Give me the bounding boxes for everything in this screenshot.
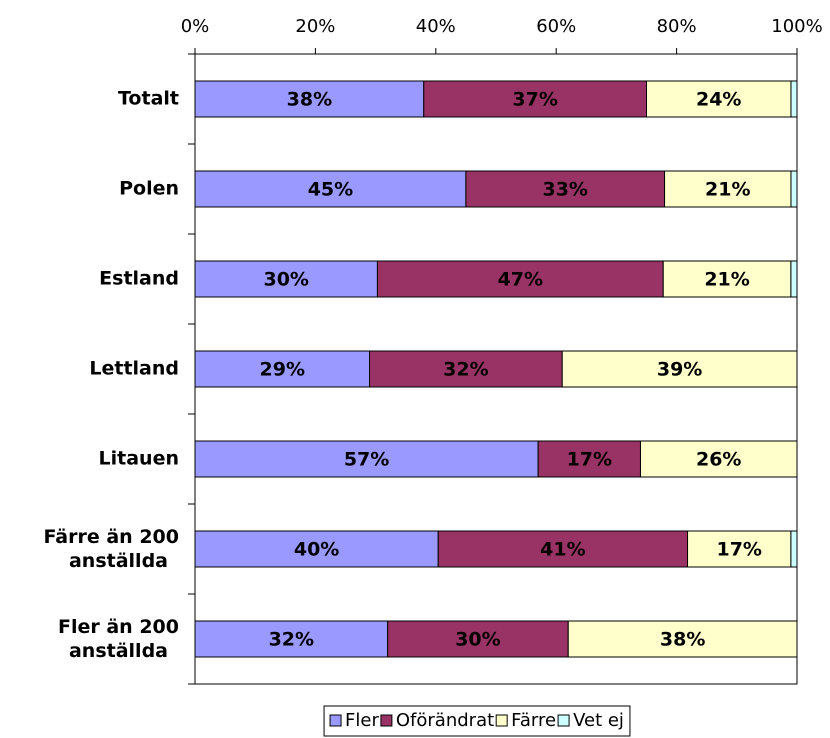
value-label: 29% [260, 359, 305, 381]
category-label: Litauen [99, 448, 179, 470]
bar-segment [662, 260, 792, 298]
bar-segment [790, 170, 798, 208]
legend-label: Oförändrat [396, 710, 494, 731]
category-label: Lettland [89, 358, 179, 380]
bar-segment [194, 350, 371, 388]
bar-segment [561, 350, 798, 388]
value-label: 24% [696, 89, 741, 111]
value-label: 47% [498, 269, 543, 291]
value-label: 57% [344, 449, 389, 471]
bar-segment [194, 80, 425, 118]
bar-segment [790, 530, 798, 568]
category-label: Polen [119, 178, 179, 200]
value-label: 17% [716, 539, 761, 561]
category-label: Estland [99, 268, 179, 290]
legend: Fler Oförändrat Färre Vet ej [323, 705, 631, 737]
bar-segment [369, 350, 563, 388]
legend-frame [323, 705, 631, 737]
x-tick-label: 0% [181, 16, 210, 37]
legend-swatch [329, 714, 342, 727]
bar-segment [387, 620, 569, 658]
bar-segment [376, 260, 664, 298]
legend-swatch [557, 714, 570, 727]
x-tick-label: 20% [295, 16, 335, 37]
value-label: 45% [308, 179, 353, 201]
value-label: 17% [567, 449, 612, 471]
x-tick-label: 80% [657, 16, 697, 37]
value-label: 41% [540, 539, 585, 561]
bar-segment [687, 530, 792, 568]
bar-segment [790, 80, 798, 118]
category-label: Fler än 200 anställda [58, 616, 179, 662]
bar-segment [437, 530, 689, 568]
value-label: 33% [542, 179, 587, 201]
bar-segment [664, 170, 792, 208]
value-label: 32% [443, 359, 488, 381]
x-tick-label: 40% [416, 16, 456, 37]
legend-label: Vet ej [573, 710, 624, 731]
bar-segment [537, 440, 641, 478]
legend-swatch [495, 714, 508, 727]
x-tick-label: 60% [536, 16, 576, 37]
value-label: 38% [660, 629, 705, 651]
legend-label: Färre [511, 710, 556, 731]
bar-segment [465, 170, 666, 208]
bar-segment [639, 440, 798, 478]
x-tick-label: 100% [771, 16, 822, 37]
value-label: 37% [512, 89, 557, 111]
value-label: 40% [294, 539, 339, 561]
value-label: 30% [263, 269, 308, 291]
category-label: Totalt [118, 88, 179, 110]
value-label: 39% [657, 359, 702, 381]
bar-segment [194, 440, 539, 478]
value-label: 21% [705, 179, 750, 201]
bar-segment [646, 80, 792, 118]
bar-segment [790, 260, 798, 298]
category-label: Färre än 200 anställda [43, 526, 179, 572]
legend-label: Fler [345, 710, 379, 731]
bar-segment [194, 620, 389, 658]
value-label: 38% [287, 89, 332, 111]
legend-swatch [380, 714, 393, 727]
value-label: 26% [696, 449, 741, 471]
value-label: 30% [455, 629, 500, 651]
value-label: 21% [704, 269, 749, 291]
value-label: 32% [269, 629, 314, 651]
bar-segment [567, 620, 798, 658]
bar-segment [194, 530, 439, 568]
bar-segment [194, 170, 467, 208]
